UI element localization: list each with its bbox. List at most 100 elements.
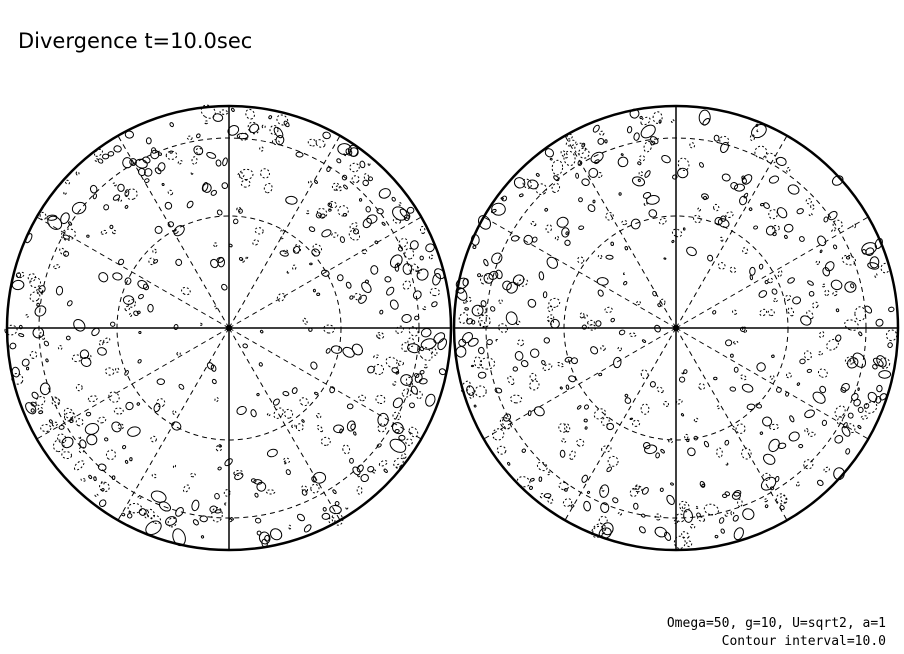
contour xyxy=(92,193,97,200)
contour xyxy=(473,404,477,408)
contour xyxy=(600,345,606,351)
contour xyxy=(661,154,671,164)
contour xyxy=(137,280,148,289)
contour xyxy=(759,431,764,435)
contour xyxy=(835,308,840,313)
contour xyxy=(786,166,791,173)
contour xyxy=(588,167,599,178)
meridian xyxy=(228,327,422,440)
contour xyxy=(551,159,564,176)
contour xyxy=(419,369,425,375)
contour xyxy=(331,512,344,526)
contour xyxy=(768,438,780,453)
contour xyxy=(869,256,880,269)
contour xyxy=(127,502,143,514)
contour xyxy=(679,376,686,383)
contour xyxy=(594,159,600,165)
contour xyxy=(554,235,559,241)
contour xyxy=(374,240,379,245)
contour xyxy=(729,266,737,274)
contour xyxy=(238,208,243,214)
meridian xyxy=(675,327,869,440)
contour xyxy=(167,517,177,528)
contour xyxy=(353,228,359,235)
contour xyxy=(784,234,788,239)
contour xyxy=(725,211,734,219)
contour xyxy=(693,417,699,423)
contour xyxy=(285,195,298,205)
contour xyxy=(558,423,568,433)
contour xyxy=(214,305,218,310)
contour xyxy=(311,248,321,257)
contour xyxy=(309,262,313,266)
contour xyxy=(258,531,271,545)
contour xyxy=(844,319,859,331)
contour xyxy=(311,476,317,483)
contour xyxy=(605,254,614,260)
contour xyxy=(367,162,371,166)
contour xyxy=(832,291,838,297)
contour xyxy=(221,182,229,189)
contour xyxy=(464,307,469,311)
contour xyxy=(798,443,804,449)
contour xyxy=(535,183,548,196)
contour xyxy=(878,357,891,369)
contour xyxy=(597,254,603,259)
contour xyxy=(583,404,590,410)
contour xyxy=(103,337,111,344)
contour xyxy=(276,292,286,302)
contour xyxy=(626,126,633,134)
contour xyxy=(200,535,205,539)
contour xyxy=(186,200,194,209)
contour xyxy=(11,279,25,291)
contour xyxy=(583,500,591,512)
contour xyxy=(737,498,743,507)
contour xyxy=(764,504,769,509)
contour xyxy=(732,309,738,315)
contour xyxy=(279,250,289,257)
contour xyxy=(701,193,709,200)
contour xyxy=(57,345,63,351)
contour xyxy=(239,132,249,141)
contour xyxy=(677,167,689,179)
contour xyxy=(887,342,893,348)
contour xyxy=(719,135,730,145)
contour xyxy=(266,412,271,417)
contour xyxy=(259,146,264,152)
contour xyxy=(559,386,563,390)
contour xyxy=(824,261,835,272)
contour xyxy=(61,451,73,460)
contour xyxy=(517,278,529,287)
contour xyxy=(538,476,543,482)
contour xyxy=(496,445,507,455)
contour xyxy=(264,534,270,542)
contour xyxy=(724,439,730,446)
contour xyxy=(777,269,783,278)
contour xyxy=(772,231,777,237)
contour xyxy=(109,224,114,230)
contour xyxy=(199,515,208,523)
contour xyxy=(799,358,806,365)
contour xyxy=(429,287,441,297)
contour xyxy=(494,387,503,394)
contour xyxy=(671,228,683,238)
contour xyxy=(624,246,629,251)
contour xyxy=(107,151,115,157)
contour xyxy=(604,306,613,314)
contour xyxy=(191,499,200,512)
contour xyxy=(864,305,873,314)
contour xyxy=(480,274,489,285)
contour xyxy=(652,111,663,124)
contour xyxy=(547,471,551,476)
contour xyxy=(542,291,548,299)
contour xyxy=(266,448,278,458)
meridian xyxy=(228,135,341,329)
contour xyxy=(718,517,725,524)
contour xyxy=(696,512,701,518)
contour xyxy=(686,540,693,548)
contour xyxy=(784,294,792,302)
contour xyxy=(169,122,174,128)
contour xyxy=(122,157,133,169)
contour xyxy=(359,160,366,169)
contour xyxy=(587,204,596,213)
